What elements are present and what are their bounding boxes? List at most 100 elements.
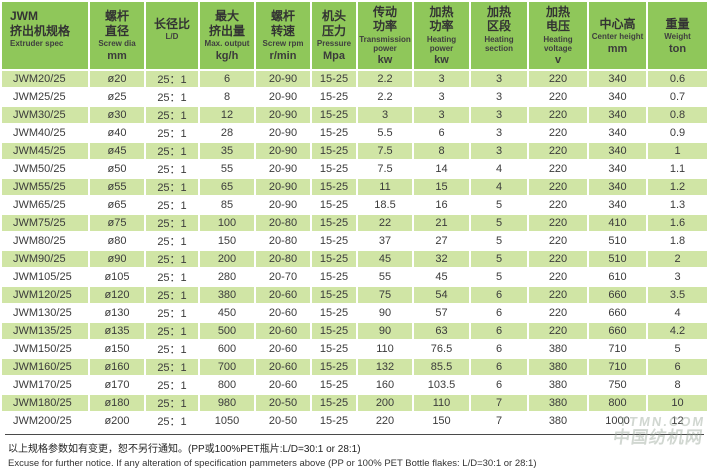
table-cell: 8 (648, 377, 707, 394)
table-cell: 57 (414, 305, 469, 322)
table-cell: 20-60 (256, 305, 310, 322)
table-cell: 6 (471, 305, 527, 322)
table-cell: 16 (414, 197, 469, 214)
table-cell: ø105 (90, 269, 144, 286)
table-cell: 3 (471, 107, 527, 124)
table-cell: 100 (200, 215, 254, 232)
table-cell: 1.8 (648, 233, 707, 250)
header-unit: Mpa (323, 49, 345, 62)
table-cell: 0.7 (648, 89, 707, 106)
table-cell: ø180 (90, 395, 144, 412)
table-cell: ø80 (90, 233, 144, 250)
table-cell: ø75 (90, 215, 144, 232)
spec-cell: JWM170/25 (2, 377, 88, 394)
table-cell: 25：1 (146, 305, 198, 322)
table-cell: 200 (200, 251, 254, 268)
table-cell: 15-25 (312, 269, 356, 286)
table-row: JWM55/25 ø55 25：1 65 20-90 15-25 11 15 4 220 340 1.… (2, 179, 707, 196)
table-cell: 4 (648, 305, 707, 322)
header-label-en: Pressure (316, 39, 352, 49)
table-cell: 63 (414, 323, 469, 340)
header-label-en: Heating section (484, 34, 514, 53)
table-cell: 25：1 (146, 287, 198, 304)
table-cell: 20-50 (256, 395, 310, 412)
table-cell: 3 (414, 71, 469, 88)
table-cell: 7 (471, 413, 527, 430)
table-cell: 600 (200, 341, 254, 358)
table-cell: 20-80 (256, 251, 310, 268)
table-cell: 132 (358, 359, 412, 376)
table-cell: 21 (414, 215, 469, 232)
header-label-zh: 长径比 (153, 16, 190, 31)
table-cell: 220 (358, 413, 412, 430)
table-cell: 15-25 (312, 233, 356, 250)
table-cell: 15-25 (312, 341, 356, 358)
column-header: 中心高 Center height mm (589, 2, 646, 70)
table-cell: 20-90 (256, 89, 310, 106)
table-cell: 25：1 (146, 413, 198, 430)
header-unit: ton (668, 42, 687, 55)
header-label-en: Max. output (204, 39, 250, 49)
table-cell: 18.5 (358, 197, 412, 214)
table-cell: 25：1 (146, 251, 198, 268)
table-cell: 220 (529, 197, 587, 214)
header-unit: mm (607, 42, 628, 55)
table-row: JWM80/25 ø80 25：1 150 20-80 15-25 37 27 5 220 510 1… (2, 233, 707, 250)
table-cell: 5 (471, 269, 527, 286)
table-cell: 15-25 (312, 143, 356, 160)
table-cell: 700 (200, 359, 254, 376)
header-unit (471, 54, 527, 67)
header-label-en: Heating voltage (543, 34, 573, 53)
table-cell: 22 (358, 215, 412, 232)
table-cell: 55 (358, 269, 412, 286)
column-header: JWM 挤出机规格 Extruder spec (2, 2, 88, 70)
table-cell: 220 (529, 89, 587, 106)
table-cell: 380 (529, 395, 587, 412)
footnote: 以上规格参数如有变更，恕不另行通知。(PP或100%PET瓶片:L/D=30:1… (5, 434, 704, 469)
table-cell: 220 (529, 107, 587, 124)
table-cell: 6 (471, 377, 527, 394)
table-cell: 3.5 (648, 287, 707, 304)
table-cell: 8 (200, 89, 254, 106)
table-cell: 20-90 (256, 143, 310, 160)
table-cell: 220 (529, 161, 587, 178)
header-label-zh: 最大 挤出量 (208, 9, 245, 38)
header-label-zh: JWM 挤出机规格 (10, 9, 71, 38)
table-cell: 20-60 (256, 323, 310, 340)
header-unit: v (554, 54, 562, 67)
spec-cell: JWM120/25 (2, 287, 88, 304)
table-cell: 3 (358, 107, 412, 124)
spec-cell: JWM65/25 (2, 197, 88, 214)
table-cell: ø55 (90, 179, 144, 196)
table-cell: 3 (471, 89, 527, 106)
spec-cell: JWM20/25 (2, 71, 88, 88)
table-cell: 4 (471, 179, 527, 196)
table-cell: 45 (358, 251, 412, 268)
table-cell: ø45 (90, 143, 144, 160)
table-cell: 340 (589, 143, 646, 160)
table-cell: 380 (529, 413, 587, 430)
table-row: JWM65/25 ø65 25：1 85 20-90 15-25 18.5 16 5 220 340… (2, 197, 707, 214)
table-cell: ø90 (90, 251, 144, 268)
table-cell: 15-25 (312, 161, 356, 178)
spec-cell: JWM30/25 (2, 107, 88, 124)
table-cell: 25：1 (146, 125, 198, 142)
table-cell: 510 (589, 233, 646, 250)
table-cell: 15-25 (312, 287, 356, 304)
table-cell: 380 (200, 287, 254, 304)
table-row: JWM90/25 ø90 25：1 200 20-80 15-25 45 32 5 220 510 2 (2, 251, 707, 268)
table-cell: 220 (529, 125, 587, 142)
spec-cell: JWM90/25 (2, 251, 88, 268)
header-label-zh: 加热 电压 (545, 5, 570, 34)
table-cell: 20-60 (256, 341, 310, 358)
table-cell: 340 (589, 161, 646, 178)
table-cell: 20-90 (256, 71, 310, 88)
table-cell: ø130 (90, 305, 144, 322)
header-label-zh: 中心高 (599, 16, 636, 31)
table-cell: ø25 (90, 89, 144, 106)
table-cell: 3 (471, 125, 527, 142)
table-cell: 340 (589, 107, 646, 124)
header-unit: mm (107, 49, 127, 62)
table-cell: 710 (589, 341, 646, 358)
table-cell: 7.5 (358, 143, 412, 160)
